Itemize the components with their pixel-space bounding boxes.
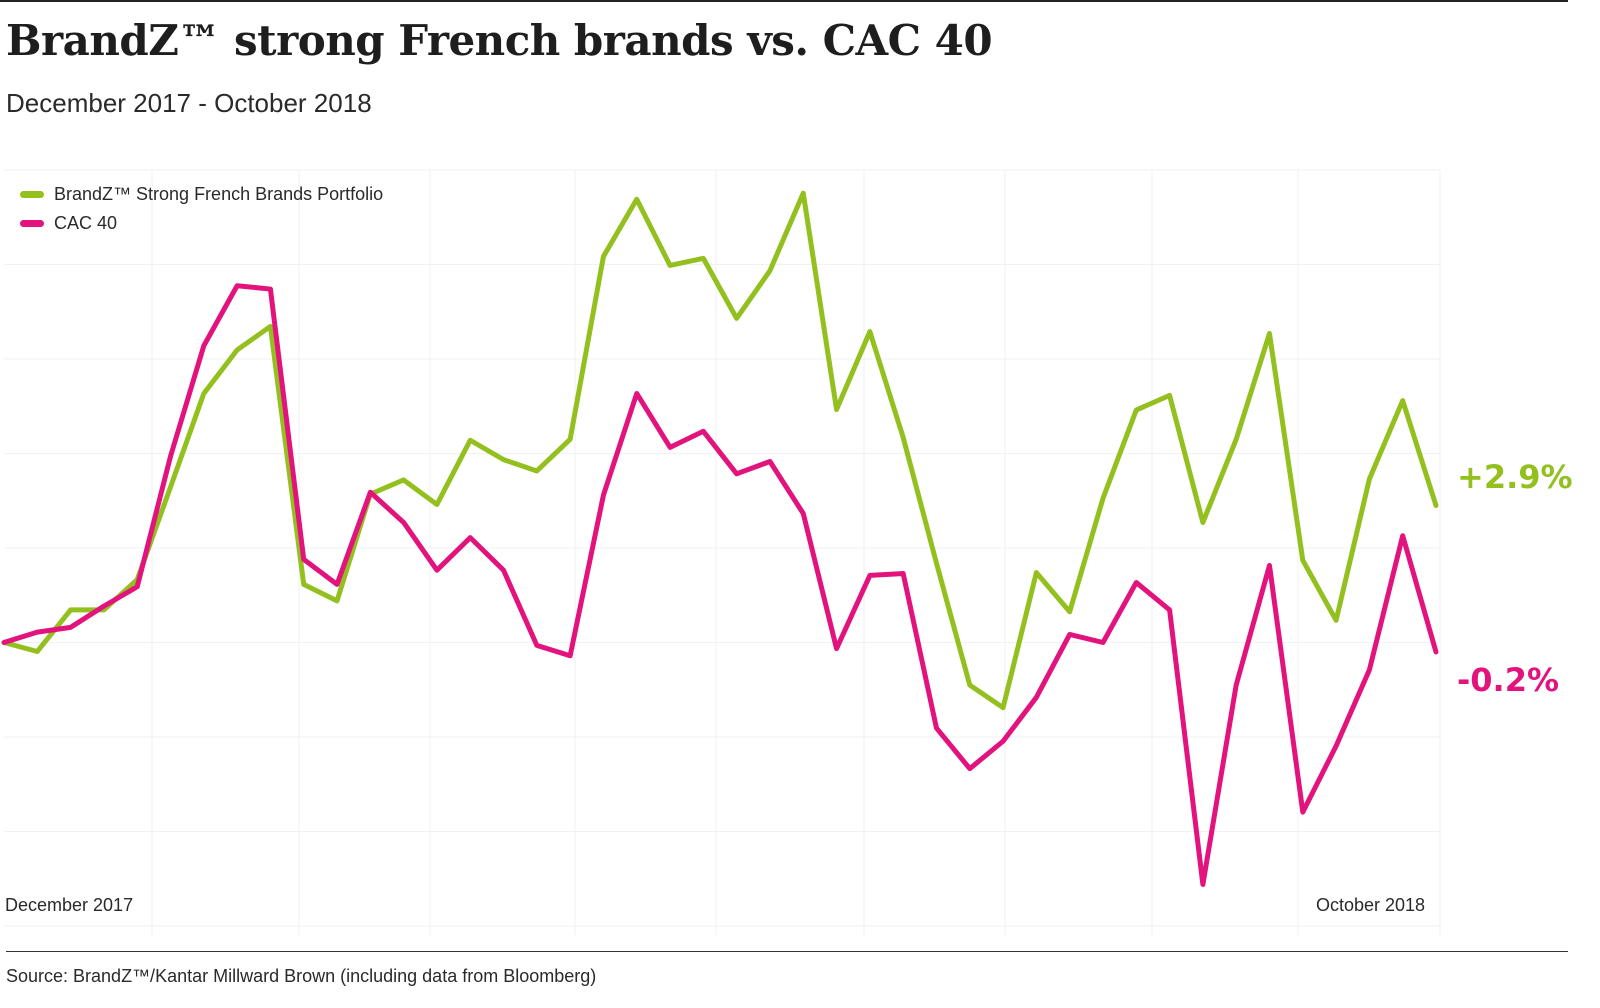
gridlines bbox=[4, 169, 1441, 935]
source-note: Source: BrandZ™/Kantar Millward Brown (i… bbox=[6, 966, 597, 986]
end-label-brandz: +2.9% bbox=[1457, 458, 1573, 496]
chart-title: BrandZ™ strong French brands vs. CAC 40 bbox=[6, 16, 993, 65]
legend-item-brandz: BrandZ™ Strong French Brands Portfolio bbox=[20, 180, 383, 209]
bottom-rule bbox=[6, 951, 1568, 952]
x-tick-label-end: October 2018 bbox=[1316, 895, 1426, 915]
chart-subtitle: December 2017 - October 2018 bbox=[6, 88, 372, 118]
series-line-brandz bbox=[1, 190, 1439, 711]
series-lines bbox=[1, 190, 1439, 887]
legend: BrandZ™ Strong French Brands Portfolio C… bbox=[20, 180, 383, 238]
series-line-cac40 bbox=[1, 283, 1439, 887]
legend-label-brandz: BrandZ™ Strong French Brands Portfolio bbox=[54, 184, 384, 204]
legend-item-cac40: CAC 40 bbox=[20, 209, 383, 238]
legend-swatch-brandz bbox=[20, 191, 44, 198]
legend-swatch-cac40 bbox=[20, 220, 44, 227]
x-tick-label-start: December 2017 bbox=[5, 895, 134, 915]
top-rule bbox=[0, 0, 1568, 2]
end-label-cac40: -0.2% bbox=[1457, 661, 1560, 699]
legend-label-cac40: CAC 40 bbox=[54, 213, 118, 233]
